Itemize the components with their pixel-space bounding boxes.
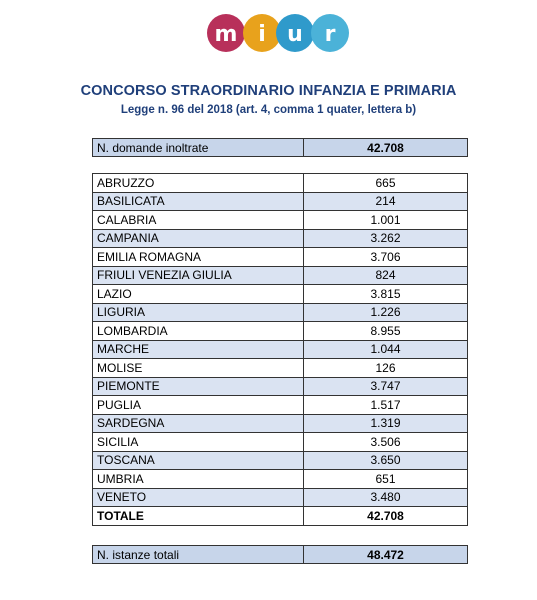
summary-label: N. domande inoltrate xyxy=(92,138,304,157)
region-name: LIGURIA xyxy=(92,302,304,322)
table-row: LAZIO 3.815 xyxy=(92,284,468,304)
regions-table-body: ABRUZZO 665 BASILICATA 214 CALABRIA 1.001 CAMP… xyxy=(92,173,468,526)
svg-text:i: i xyxy=(258,22,266,47)
region-value: 8.955 xyxy=(303,321,468,341)
region-value: 1.044 xyxy=(303,339,468,359)
region-value: 824 xyxy=(303,265,468,285)
region-name: LOMBARDIA xyxy=(92,321,304,341)
region-value: 1.226 xyxy=(303,302,468,322)
table-row: MARCHE 1.044 xyxy=(92,339,468,359)
table-row: LOMBARDIA 8.955 xyxy=(92,321,468,341)
region-value: 3.815 xyxy=(303,284,468,304)
summary-row: N. domande inoltrate 42.708 xyxy=(92,138,468,157)
summary-label: N. istanze totali xyxy=(92,545,304,564)
total-row: TOTALE 42.708 xyxy=(92,506,468,526)
region-name: UMBRIA xyxy=(92,469,304,489)
region-name: LAZIO xyxy=(92,284,304,304)
svg-text:r: r xyxy=(325,22,336,47)
table-row: PIEMONTE 3.747 xyxy=(92,376,468,396)
region-value: 3.650 xyxy=(303,450,468,470)
table-row: CAMPANIA 3.262 xyxy=(92,228,468,248)
region-name: MOLISE xyxy=(92,358,304,378)
region-name: BASILICATA xyxy=(92,191,304,211)
total-label: TOTALE xyxy=(92,506,304,526)
region-name: SICILIA xyxy=(92,432,304,452)
table-row: SICILIA 3.506 xyxy=(92,432,468,452)
region-name: ABRUZZO xyxy=(92,173,304,193)
region-name: VENETO xyxy=(92,487,304,507)
page-title: CONCORSO STRAORDINARIO INFANZIA E PRIMAR… xyxy=(80,83,457,99)
region-name: CALABRIA xyxy=(92,210,304,230)
table-row: CALABRIA 1.001 xyxy=(92,210,468,230)
region-value: 1.319 xyxy=(303,413,468,433)
region-name: CAMPANIA xyxy=(92,228,304,248)
region-value: 126 xyxy=(303,358,468,378)
table-row: TOSCANA 3.650 xyxy=(92,450,468,470)
table-row: SARDEGNA 1.319 xyxy=(92,413,468,433)
summary-row: N. istanze totali 48.472 xyxy=(92,545,468,564)
table-row: UMBRIA 651 xyxy=(92,469,468,489)
table-row: EMILIA ROMAGNA 3.706 xyxy=(92,247,468,267)
region-value: 3.706 xyxy=(303,247,468,267)
region-value: 3.480 xyxy=(303,487,468,507)
region-value: 3.262 xyxy=(303,228,468,248)
svg-text:m: m xyxy=(215,22,238,47)
summary-istanze-table: N. istanze totali 48.472 xyxy=(92,545,468,564)
region-value: 1.517 xyxy=(303,395,468,415)
table-row: PUGLIA 1.517 xyxy=(92,395,468,415)
region-value: 665 xyxy=(303,173,468,193)
table-row: VENETO 3.480 xyxy=(92,487,468,507)
table-row: ABRUZZO 665 xyxy=(92,173,468,193)
regions-table: ABRUZZO 665 BASILICATA 214 CALABRIA 1.001 CAMP… xyxy=(92,173,468,526)
miur-logo: m i u r xyxy=(207,14,349,52)
region-name: FRIULI VENEZIA GIULIA xyxy=(92,265,304,285)
region-name: PUGLIA xyxy=(92,395,304,415)
summary-value: 48.472 xyxy=(303,545,468,564)
region-name: MARCHE xyxy=(92,339,304,359)
table-row: MOLISE 126 xyxy=(92,358,468,378)
region-name: PIEMONTE xyxy=(92,376,304,396)
region-value: 1.001 xyxy=(303,210,468,230)
region-name: SARDEGNA xyxy=(92,413,304,433)
region-value: 3.506 xyxy=(303,432,468,452)
summary-domande-table: N. domande inoltrate 42.708 xyxy=(92,138,468,157)
table-row: FRIULI VENEZIA GIULIA 824 xyxy=(92,265,468,285)
table-row: BASILICATA 214 xyxy=(92,191,468,211)
region-value: 3.747 xyxy=(303,376,468,396)
region-value: 651 xyxy=(303,469,468,489)
region-value: 214 xyxy=(303,191,468,211)
svg-text:u: u xyxy=(287,22,303,47)
region-name: EMILIA ROMAGNA xyxy=(92,247,304,267)
summary-value: 42.708 xyxy=(303,138,468,157)
page-subtitle: Legge n. 96 del 2018 (art. 4, comma 1 qu… xyxy=(120,104,417,116)
total-value: 42.708 xyxy=(303,506,468,526)
region-name: TOSCANA xyxy=(92,450,304,470)
table-row: LIGURIA 1.226 xyxy=(92,302,468,322)
